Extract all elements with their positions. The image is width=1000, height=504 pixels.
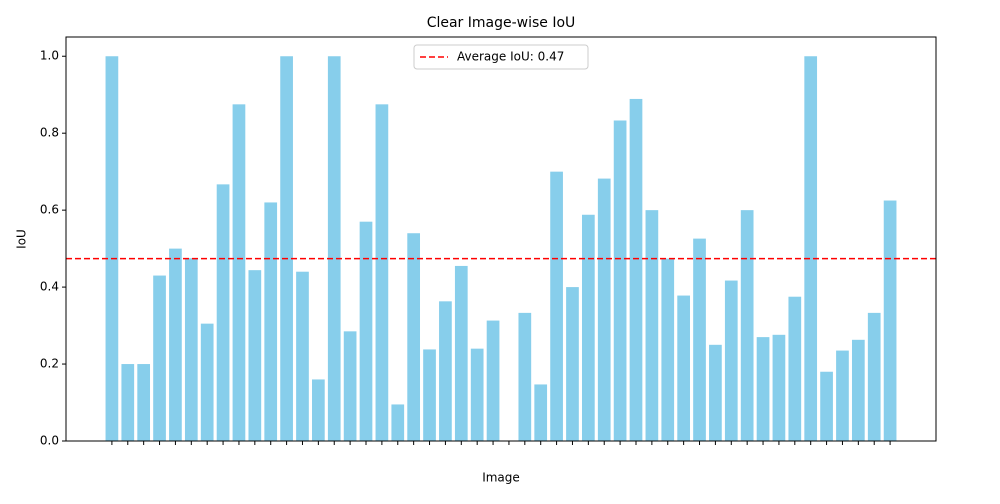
bar xyxy=(518,312,532,441)
x-axis-label: Image xyxy=(482,471,520,485)
bar xyxy=(232,104,246,441)
bar xyxy=(200,323,214,441)
y-axis-label: IoU xyxy=(15,229,29,249)
bar xyxy=(169,248,182,441)
bar xyxy=(423,349,436,441)
bar xyxy=(343,331,357,441)
y-tick-label: 0.4 xyxy=(40,280,59,294)
bar xyxy=(836,350,849,441)
bar xyxy=(883,200,897,441)
bar xyxy=(486,320,500,441)
bar xyxy=(740,210,754,441)
bar xyxy=(454,265,468,441)
bar xyxy=(597,178,611,441)
legend-box xyxy=(413,44,589,70)
bar xyxy=(709,344,722,441)
y-tick-label: 0.6 xyxy=(40,203,59,217)
legend-label: Average IoU: 0.47 xyxy=(457,50,564,64)
chart-title: Clear Image-wise IoU xyxy=(427,15,576,31)
bar xyxy=(820,371,833,441)
bar xyxy=(121,364,135,441)
bar xyxy=(184,258,198,441)
bar xyxy=(661,258,675,441)
bar xyxy=(693,238,706,441)
bar xyxy=(677,295,690,441)
bar xyxy=(772,334,786,441)
bar xyxy=(629,98,643,442)
bar xyxy=(851,339,865,441)
bar xyxy=(216,184,230,441)
bar xyxy=(280,56,293,441)
bar xyxy=(407,233,421,441)
plot-frame xyxy=(65,36,937,442)
bar xyxy=(470,348,484,441)
bar xyxy=(867,312,881,441)
bar xyxy=(296,271,309,441)
y-tick-label: 0.2 xyxy=(40,357,59,371)
bar xyxy=(439,301,452,441)
bar xyxy=(375,104,389,441)
bar xyxy=(391,404,405,441)
bar xyxy=(788,296,802,441)
bar xyxy=(613,120,627,441)
bar xyxy=(153,275,166,441)
bar xyxy=(264,202,278,441)
y-tick-label: 1.0 xyxy=(40,49,59,63)
bar xyxy=(566,287,579,441)
y-tick-label: 0.0 xyxy=(40,434,59,448)
bar xyxy=(724,280,738,441)
bar xyxy=(534,384,548,441)
bar xyxy=(105,56,119,441)
bar xyxy=(327,56,341,441)
bar xyxy=(312,379,325,441)
bar xyxy=(756,337,770,441)
bar xyxy=(645,210,659,441)
bar xyxy=(804,56,818,441)
bar xyxy=(581,214,595,441)
y-tick-label: 0.8 xyxy=(40,126,59,140)
bar xyxy=(359,221,373,441)
bar xyxy=(550,171,563,441)
bar xyxy=(137,364,151,441)
bar xyxy=(248,270,262,441)
